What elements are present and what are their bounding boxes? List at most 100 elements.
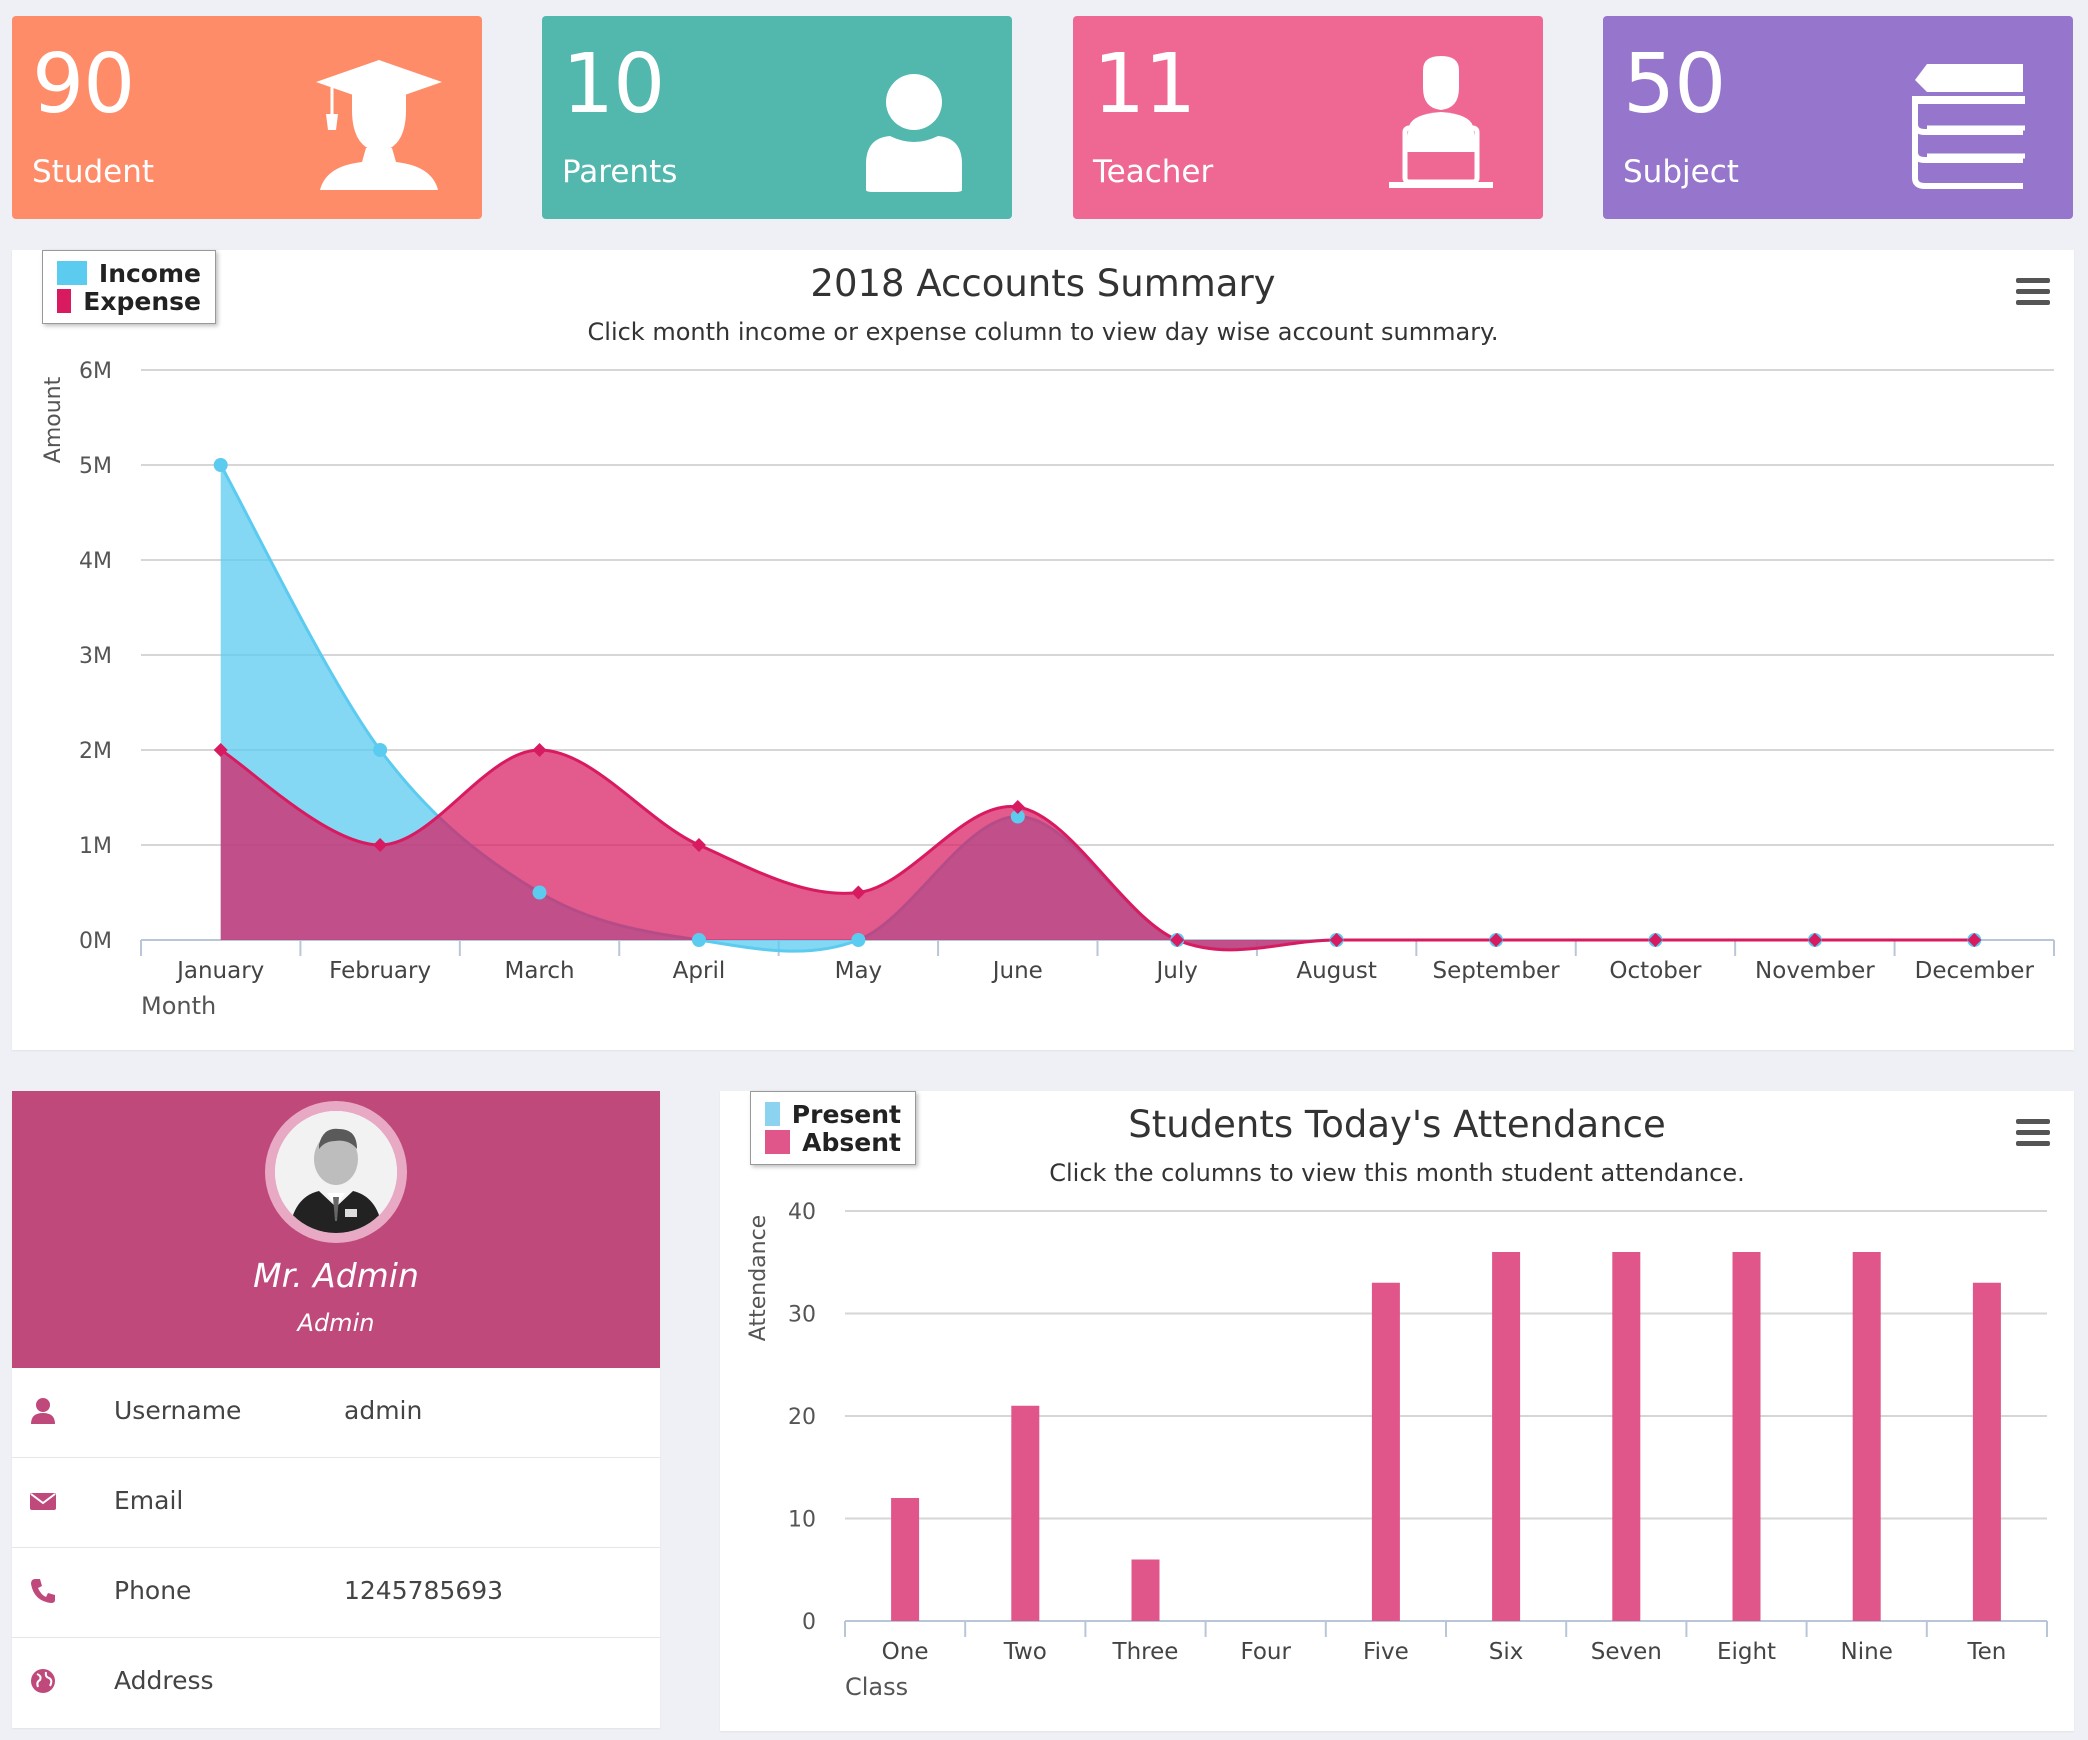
absent-swatch — [765, 1130, 791, 1154]
profile-row-address: Address — [12, 1638, 660, 1728]
legend-item-present[interactable]: Present — [765, 1099, 901, 1129]
profile-row-email: Email — [12, 1458, 660, 1548]
expense-point — [1010, 800, 1025, 814]
legend-item-expense[interactable]: Expense — [57, 286, 201, 316]
attendance-bar[interactable] — [1492, 1252, 1521, 1621]
income-point — [691, 933, 706, 947]
y-axis-title: Attendance — [746, 1215, 771, 1341]
x-tick-label: April — [673, 958, 726, 984]
attendance-bar[interactable] — [1371, 1282, 1400, 1621]
attendance-chart-subtitle: Click the columns to view this month stu… — [1049, 1159, 1745, 1187]
expense-swatch — [57, 289, 72, 313]
x-tick-label: Six — [1489, 1639, 1524, 1665]
subject-count: 50 — [1623, 37, 1726, 132]
expense-point — [373, 838, 388, 852]
attendance-bar[interactable] — [1972, 1282, 2001, 1621]
attendance-bar[interactable] — [891, 1498, 920, 1621]
subject-label: Subject — [1623, 154, 1739, 190]
avatar — [275, 1111, 397, 1233]
attendance-bar[interactable] — [1852, 1252, 1881, 1621]
books-icon — [1912, 64, 2025, 189]
profile-row-phone: Phone 1245785693 — [12, 1548, 660, 1638]
y-tick-label: 30 — [788, 1303, 816, 1328]
stat-card-teacher[interactable]: 11 Teacher — [1073, 16, 1543, 219]
x-axis-title: Class — [845, 1673, 908, 1701]
attendance-chart-panel: Present Absent Students Today's Attendan… — [720, 1091, 2074, 1731]
stat-card-student[interactable]: 90 Student — [12, 16, 482, 219]
y-tick-label: 5M — [79, 454, 112, 479]
x-tick-label: October — [1609, 958, 1702, 984]
legend-present-label: Present — [791, 1099, 901, 1129]
x-tick-label: December — [1915, 958, 2035, 984]
student-label: Student — [32, 154, 155, 190]
x-tick-label: May — [835, 958, 883, 984]
legend-expense-label: Expense — [83, 286, 201, 316]
teacher-label: Teacher — [1093, 154, 1214, 190]
attendance-bar[interactable] — [1612, 1252, 1641, 1621]
y-tick-label: 40 — [788, 1200, 816, 1225]
attendance-legend: Present Absent — [750, 1091, 916, 1165]
x-tick-label: Eight — [1717, 1639, 1776, 1665]
attendance-bar[interactable] — [1732, 1252, 1761, 1621]
income-point — [213, 458, 228, 472]
profile-row-username: Username admin — [12, 1368, 660, 1458]
expense-point — [1807, 933, 1822, 947]
income-point — [1010, 809, 1025, 824]
legend-item-absent[interactable]: Absent — [765, 1127, 901, 1157]
y-tick-label: 2M — [79, 739, 112, 764]
envelope-icon — [30, 1493, 56, 1510]
legend-item-income[interactable]: Income — [57, 258, 201, 288]
expense-point — [691, 838, 706, 852]
parents-label: Parents — [562, 154, 678, 190]
x-axis-title: Month — [141, 992, 216, 1020]
legend-income-label: Income — [98, 258, 201, 288]
x-tick-label: August — [1296, 958, 1377, 984]
stat-card-subject[interactable]: 50 Subject — [1603, 16, 2073, 219]
globe-icon — [31, 1669, 55, 1693]
y-tick-label: 10 — [788, 1508, 816, 1533]
accounts-chart-title: 2018 Accounts Summary — [810, 262, 1276, 305]
user-icon — [866, 74, 962, 192]
x-tick-label: January — [175, 958, 264, 984]
attendance-bar[interactable] — [1011, 1405, 1040, 1621]
income-point — [851, 933, 866, 947]
expense-point — [1329, 933, 1344, 947]
y-tick-label: 0 — [802, 1610, 816, 1635]
parents-count: 10 — [562, 37, 665, 132]
present-swatch — [765, 1102, 780, 1126]
expense-point — [1648, 933, 1663, 947]
x-tick-label: Three — [1112, 1639, 1179, 1665]
username-value: admin — [344, 1396, 423, 1425]
income-point — [373, 743, 388, 757]
expense-point — [532, 743, 547, 757]
expense-point — [213, 743, 228, 757]
expense-point — [1967, 933, 1982, 947]
x-tick-label: July — [1155, 958, 1198, 984]
stat-card-parents[interactable]: 10 Parents — [542, 16, 1012, 219]
y-tick-label: 20 — [788, 1405, 816, 1430]
admin-avatar-icon — [275, 1111, 397, 1233]
income-point — [532, 885, 547, 900]
profile-header: Mr. Admin Admin — [12, 1091, 660, 1368]
expense-point — [1489, 933, 1504, 947]
y-tick-label: 6M — [79, 359, 112, 384]
address-key: Address — [114, 1666, 214, 1695]
attendance-chart: 0 10 20 30 40 One Two Three Four Five Six Seven Eigh… — [746, 1200, 2048, 1701]
accounts-chart: 0M 1M 2M 3M 4M 5M 6M January February March April M… — [41, 359, 2055, 1020]
y-tick-label: 0M — [79, 929, 112, 954]
legend-absent-label: Absent — [802, 1127, 901, 1157]
x-tick-label: Nine — [1841, 1639, 1893, 1665]
teacher-icon — [1389, 56, 1493, 188]
series-area-expense — [220, 750, 1975, 950]
x-tick-label: June — [991, 958, 1043, 984]
profile-name: Mr. Admin — [253, 1256, 419, 1295]
attendance-bar[interactable] — [1131, 1559, 1160, 1622]
email-key: Email — [114, 1486, 184, 1515]
y-tick-label: 1M — [79, 834, 112, 859]
student-count: 90 — [32, 37, 135, 132]
accounts-chart-menu-icon[interactable] — [2016, 278, 2050, 306]
teacher-count: 11 — [1093, 37, 1196, 132]
phone-value: 1245785693 — [344, 1576, 504, 1605]
y-tick-label: 3M — [79, 644, 112, 669]
attendance-chart-menu-icon[interactable] — [2016, 1119, 2050, 1147]
